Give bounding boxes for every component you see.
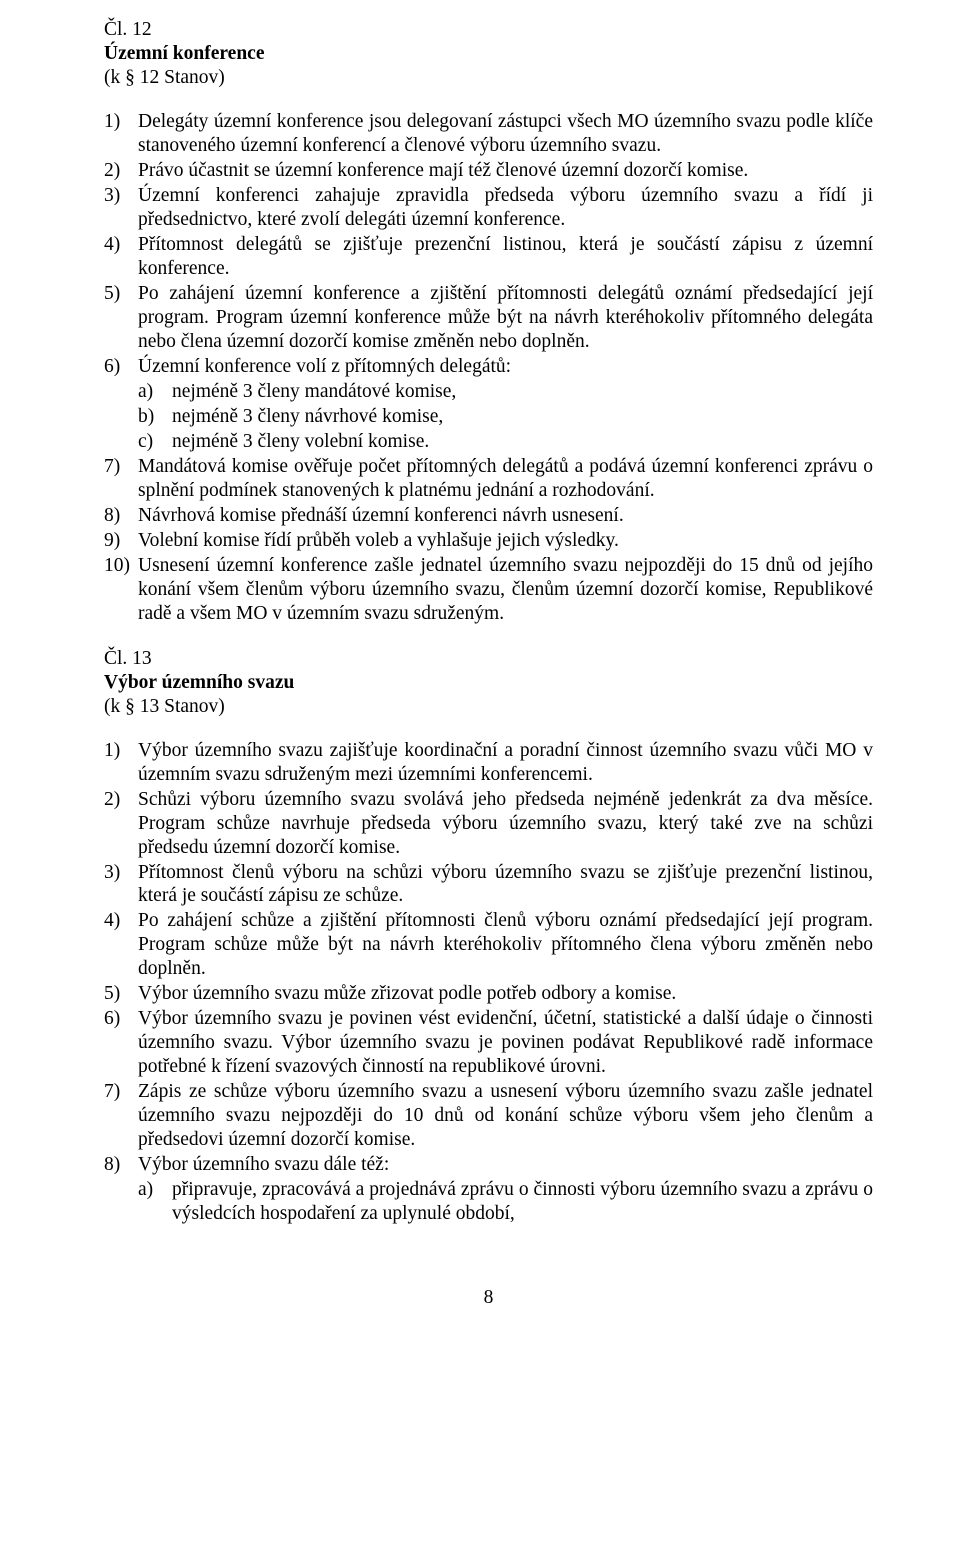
list-item: 4)Po zahájení schůze a zjištění přítomno…	[104, 909, 873, 981]
list-item-number: 6)	[104, 1007, 138, 1079]
list-item-number: 4)	[104, 233, 138, 281]
list-item: 9)Volební komise řídí průběh voleb a vyh…	[104, 529, 873, 553]
list-item-number: 2)	[104, 159, 138, 183]
list-item-number: 1)	[104, 739, 138, 787]
list-item-text: Po zahájení schůze a zjištění přítomnost…	[138, 909, 873, 981]
list-item-text: Právo účastnit se územní konference mají…	[138, 159, 873, 183]
list-item: 6)Územní konference volí z přítomných de…	[104, 355, 873, 379]
list-item-text: Územní konferenci zahajuje zpravidla pře…	[138, 184, 873, 232]
list-item: 7)Zápis ze schůze výboru územního svazu …	[104, 1080, 873, 1152]
sub-list-item-text: nejméně 3 členy mandátové komise,	[172, 380, 873, 404]
article-13: Čl. 13 Výbor územního svazu (k § 13 Stan…	[104, 647, 873, 1227]
list-item-number: 4)	[104, 909, 138, 981]
list-item-number: 2)	[104, 788, 138, 860]
article-12: Čl. 12 Územní konference (k § 12 Stanov)…	[104, 18, 873, 626]
list-item-text: Po zahájení územní konference a zjištění…	[138, 282, 873, 354]
sub-list-item-number: c)	[138, 430, 172, 454]
sub-list: a)nejméně 3 členy mandátové komise,b)nej…	[104, 380, 873, 454]
page-number: 8	[104, 1286, 873, 1310]
list-item-number: 7)	[104, 1080, 138, 1152]
list-item-number: 1)	[104, 110, 138, 158]
list-item: 5)Výbor územního svazu může zřizovat pod…	[104, 982, 873, 1006]
list-item-text: Výbor územního svazu může zřizovat podle…	[138, 982, 873, 1006]
sub-list: a)připravuje, zpracovává a projednává zp…	[104, 1178, 873, 1226]
list-item: 8)Výbor územního svazu dále též:	[104, 1153, 873, 1177]
sub-list-item: a)nejméně 3 členy mandátové komise,	[104, 380, 873, 404]
article-title: Územní konference	[104, 42, 873, 66]
sub-list-item: c)nejméně 3 členy volební komise.	[104, 430, 873, 454]
article-ref: (k § 13 Stanov)	[104, 695, 873, 719]
list-item: 10)Usnesení územní konference zašle jedn…	[104, 554, 873, 626]
list-item-text: Přítomnost členů výboru na schůzi výboru…	[138, 861, 873, 909]
sub-list-item: b)nejméně 3 členy návrhové komise,	[104, 405, 873, 429]
sub-list-item-text: nejméně 3 členy volební komise.	[172, 430, 873, 454]
list-item-text: Výbor územního svazu dále též:	[138, 1153, 873, 1177]
list-item-text: Zápis ze schůze výboru územního svazu a …	[138, 1080, 873, 1152]
list-item-number: 8)	[104, 1153, 138, 1177]
list-item: 3)Přítomnost členů výboru na schůzi výbo…	[104, 861, 873, 909]
list-item-text: Výbor územního svazu je povinen vést evi…	[138, 1007, 873, 1079]
list-item-number: 10)	[104, 554, 138, 626]
sub-list-item-number: b)	[138, 405, 172, 429]
list-item-text: Výbor územního svazu zajišťuje koordinač…	[138, 739, 873, 787]
list-item: 7)Mandátová komise ověřuje počet přítomn…	[104, 455, 873, 503]
list-item: 1)Výbor územního svazu zajišťuje koordin…	[104, 739, 873, 787]
list-item-number: 3)	[104, 184, 138, 232]
list-item-text: Schůzi výboru územního svazu svolává jeh…	[138, 788, 873, 860]
list-item-number: 6)	[104, 355, 138, 379]
list-item-text: Přítomnost delegátů se zjišťuje prezenčn…	[138, 233, 873, 281]
sub-list-item: a)připravuje, zpracovává a projednává zp…	[104, 1178, 873, 1226]
sub-list-item-text: připravuje, zpracovává a projednává zprá…	[172, 1178, 873, 1226]
list-item-number: 8)	[104, 504, 138, 528]
sub-list-item-number: a)	[138, 1178, 172, 1226]
list-item: 5)Po zahájení územní konference a zjiště…	[104, 282, 873, 354]
article-number: Čl. 12	[104, 18, 873, 42]
list-item: 8)Návrhová komise přednáší územní konfer…	[104, 504, 873, 528]
article-title: Výbor územního svazu	[104, 671, 873, 695]
list-item-text: Delegáty územní konference jsou delegova…	[138, 110, 873, 158]
list-item-text: Návrhová komise přednáší územní konferen…	[138, 504, 873, 528]
list-item-text: Mandátová komise ověřuje počet přítomnýc…	[138, 455, 873, 503]
list-item: 1)Delegáty územní konference jsou delego…	[104, 110, 873, 158]
list-item: 4)Přítomnost delegátů se zjišťuje prezen…	[104, 233, 873, 281]
list-item-number: 5)	[104, 982, 138, 1006]
list-item-text: Volební komise řídí průběh voleb a vyhla…	[138, 529, 873, 553]
list-item-text: Územní konference volí z přítomných dele…	[138, 355, 873, 379]
article-ref: (k § 12 Stanov)	[104, 66, 873, 90]
list-item-number: 7)	[104, 455, 138, 503]
list-item-number: 9)	[104, 529, 138, 553]
sub-list-item-number: a)	[138, 380, 172, 404]
list-item-number: 5)	[104, 282, 138, 354]
sub-list-item-text: nejméně 3 členy návrhové komise,	[172, 405, 873, 429]
list-item: 2)Schůzi výboru územního svazu svolává j…	[104, 788, 873, 860]
article-13-list: 1)Výbor územního svazu zajišťuje koordin…	[104, 739, 873, 1227]
list-item: 6)Výbor územního svazu je povinen vést e…	[104, 1007, 873, 1079]
article-12-list: 1)Delegáty územní konference jsou delego…	[104, 110, 873, 626]
list-item: 2)Právo účastnit se územní konference ma…	[104, 159, 873, 183]
list-item: 3)Územní konferenci zahajuje zpravidla p…	[104, 184, 873, 232]
list-item-text: Usnesení územní konference zašle jednate…	[138, 554, 873, 626]
article-number: Čl. 13	[104, 647, 873, 671]
list-item-number: 3)	[104, 861, 138, 909]
